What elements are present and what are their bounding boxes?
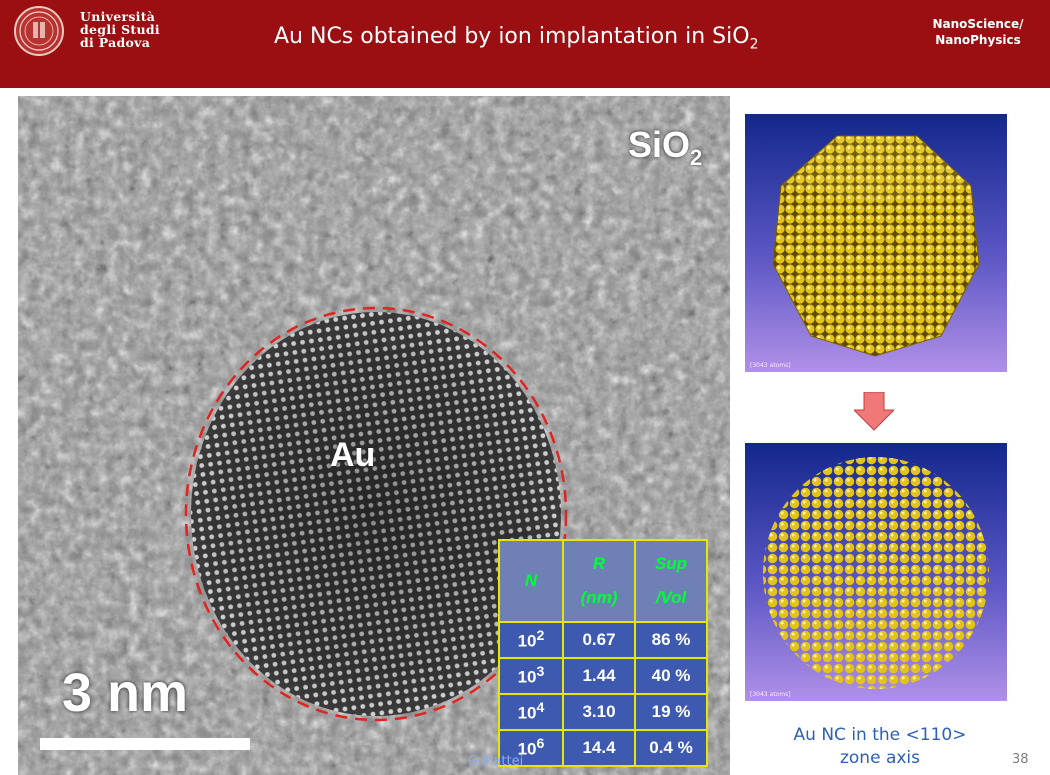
university-seal-icon — [14, 6, 64, 56]
university-name: Università degli Studi di Padova — [80, 10, 160, 49]
nanocluster-110-panel: [3043 atoms] — [745, 443, 1007, 701]
scale-bar-label: 3 nm — [62, 663, 189, 723]
table-header-row: N R (nm) Sup/Vol — [498, 539, 708, 623]
gold-nanocluster-110-icon — [763, 457, 989, 689]
slide-title: Au NCs obtained by ion implantation in S… — [274, 24, 758, 52]
nanocrystal-table: N R (nm) Sup/Vol 102 0.67 86 % 103 1.44 4… — [498, 539, 708, 767]
cell-sup-vol: 19 % — [634, 693, 708, 731]
scale-bar — [40, 738, 250, 750]
author-credit: G.Mattei — [468, 754, 524, 769]
header-r: R (nm) — [562, 539, 636, 623]
n-exponent: 2 — [536, 628, 545, 645]
cell-sup-vol: 86 % — [634, 621, 708, 659]
nanocrystal-outline — [184, 306, 568, 722]
au-label: Au — [330, 436, 376, 474]
university-line-2: degli Studi — [80, 22, 160, 37]
header-n-label: N — [524, 571, 538, 590]
sio2-label-subscript: 2 — [690, 145, 703, 171]
table-row: 103 1.44 40 % — [498, 657, 708, 695]
n-exponent: 6 — [536, 736, 545, 753]
cell-n: 104 — [498, 693, 564, 731]
cell-sup-vol: 40 % — [634, 657, 708, 695]
course-label: NanoScience/ NanoPhysics — [918, 16, 1038, 48]
n-exponent: 3 — [536, 664, 545, 681]
header-n: N — [498, 539, 564, 623]
gold-nanocluster-3d-icon — [772, 135, 980, 357]
header-r-unit: (nm) — [580, 588, 618, 607]
caption-line-1: Au NC in the <110> — [793, 725, 967, 745]
university-line-3: di Padova — [80, 35, 151, 50]
atoms-count-label: [3043 atoms] — [750, 362, 791, 369]
n-base: 10 — [517, 703, 537, 723]
slide-header: Università degli Studi di Padova Au NCs … — [0, 0, 1050, 88]
header-sup-vol: Sup/Vol — [634, 539, 708, 623]
cell-n: 103 — [498, 657, 564, 695]
n-base: 10 — [517, 667, 537, 687]
header-vol-label: /Vol — [655, 588, 687, 607]
header-r-label: R — [592, 554, 606, 573]
figure-caption: Au NC in the <110> zone axis — [760, 724, 1000, 770]
atoms-count-label: [3043 atoms] — [750, 691, 791, 698]
slide-title-main: Au NCs obtained by ion implantation in S… — [274, 24, 750, 49]
cell-r: 14.4 — [562, 729, 636, 767]
cell-n: 106 — [498, 729, 564, 767]
table-row: 102 0.67 86 % — [498, 621, 708, 659]
slide-title-subscript: 2 — [749, 36, 759, 53]
table-row: 104 3.10 19 % — [498, 693, 708, 731]
sio2-label: SiO2 — [628, 124, 702, 171]
cell-r: 3.10 — [562, 693, 636, 731]
slide-number: 38 — [1012, 752, 1029, 767]
cell-sup-vol: 0.4 % — [634, 729, 708, 767]
nanocluster-3d-panel: [3043 atoms] — [745, 114, 1007, 372]
course-line-2: NanoPhysics — [935, 33, 1021, 47]
cell-r: 1.44 — [562, 657, 636, 695]
course-line-1: NanoScience/ — [932, 17, 1024, 31]
university-line-1: Università — [80, 9, 156, 24]
n-base: 10 — [517, 631, 537, 651]
down-arrow-icon — [854, 392, 894, 431]
n-exponent: 4 — [536, 700, 545, 717]
caption-line-2: zone axis — [839, 748, 921, 768]
cell-n: 102 — [498, 621, 564, 659]
cell-r: 0.67 — [562, 621, 636, 659]
n-base: 10 — [517, 739, 537, 759]
header-sup-label: Sup — [654, 554, 688, 573]
table-row: 106 14.4 0.4 % — [498, 729, 708, 767]
sio2-label-main: SiO — [628, 124, 691, 165]
